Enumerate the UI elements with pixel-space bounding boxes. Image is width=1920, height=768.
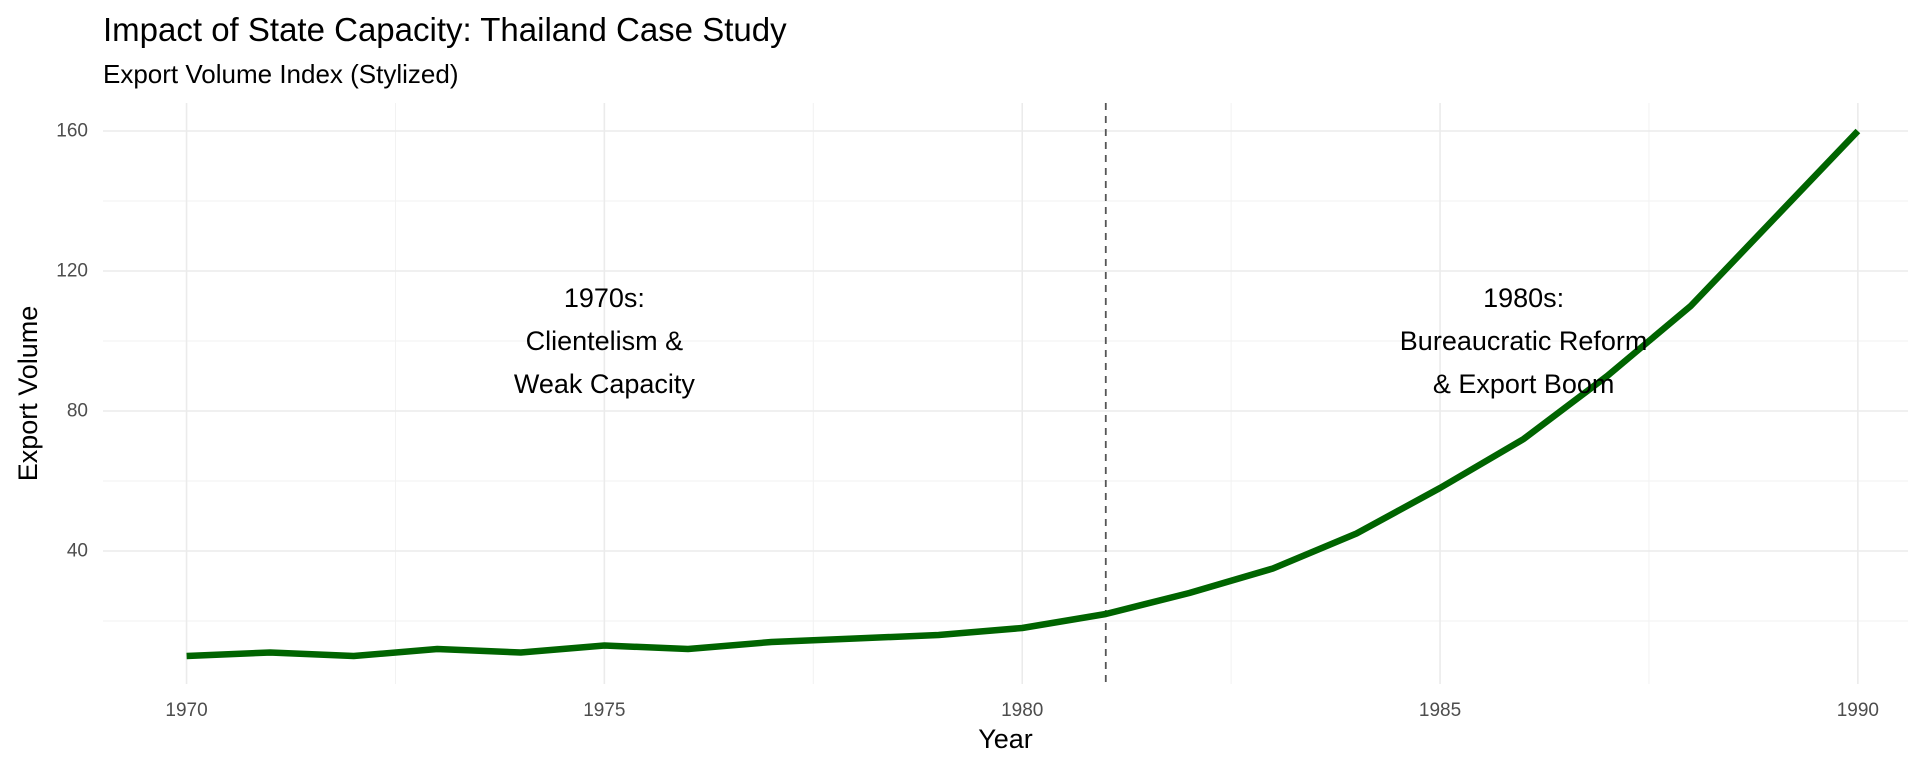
grid-minor	[103, 103, 1908, 684]
x-tick-label: 1985	[1419, 700, 1461, 721]
y-tick-label: 80	[67, 401, 88, 422]
annotation-1-line: Weak Capacity	[514, 369, 696, 399]
annotation-layer: 1970s: Clientelism & Weak Capacity 1980s: Bu…	[514, 283, 1648, 399]
x-axis-ticks: 1970 1975 1980 1985 1990	[165, 700, 1879, 721]
annotation-2-line: Bureaucratic Reform	[1400, 326, 1648, 356]
grid-major	[103, 103, 1908, 684]
y-tick-label: 120	[56, 261, 88, 282]
annotation-1-line: 1970s:	[564, 283, 645, 313]
x-tick-label: 1970	[165, 700, 207, 721]
y-axis-ticks: 40 80 120 160	[56, 121, 88, 562]
x-axis-title: Year	[978, 724, 1033, 754]
annotation-2-line: & Export Boom	[1433, 369, 1615, 399]
chart-subtitle: Export Volume Index (Stylized)	[103, 59, 459, 89]
series-layer	[186, 128, 1861, 660]
annotation-1-line: Clientelism &	[526, 326, 684, 356]
y-tick-label: 40	[67, 541, 88, 562]
y-axis-title: Export Volume	[13, 306, 43, 482]
chart-title: Impact of State Capacity: Thailand Case …	[103, 11, 787, 48]
y-tick-label: 160	[56, 121, 88, 142]
x-tick-label: 1990	[1837, 700, 1879, 721]
x-tick-label: 1980	[1001, 700, 1043, 721]
series-line	[186, 128, 1861, 660]
x-tick-label: 1975	[583, 700, 625, 721]
annotation-2-line: 1980s:	[1483, 283, 1564, 313]
